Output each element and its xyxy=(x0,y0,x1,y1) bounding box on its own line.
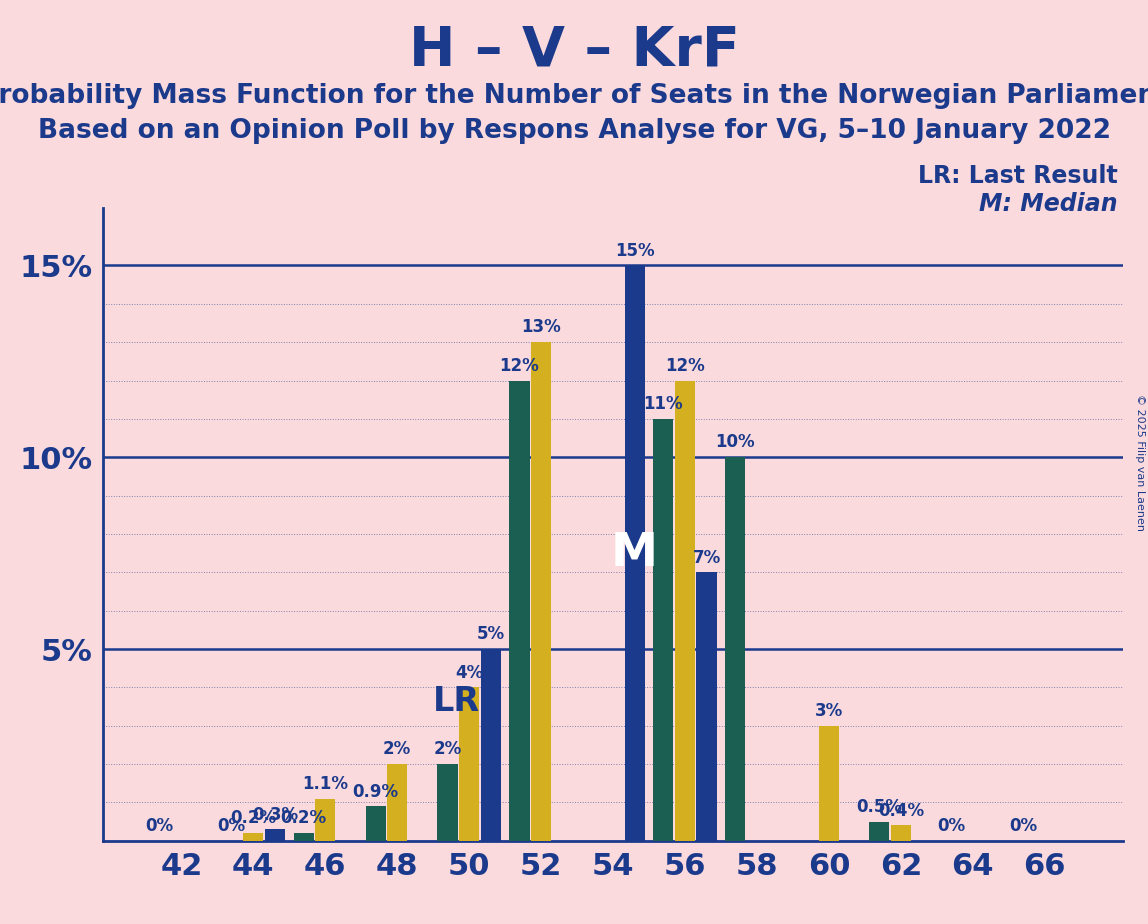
Bar xyxy=(316,798,335,841)
Text: 0%: 0% xyxy=(218,817,246,835)
Bar xyxy=(869,821,890,841)
Text: LR: Last Result: LR: Last Result xyxy=(918,164,1118,188)
Text: 11%: 11% xyxy=(644,395,683,413)
Text: 0.9%: 0.9% xyxy=(352,783,398,800)
Text: Based on an Opinion Poll by Respons Analyse for VG, 5–10 January 2022: Based on an Opinion Poll by Respons Anal… xyxy=(38,118,1110,144)
Text: 13%: 13% xyxy=(521,319,561,336)
Bar xyxy=(625,265,645,841)
Bar xyxy=(265,830,285,841)
Bar xyxy=(481,649,501,841)
Text: 0.5%: 0.5% xyxy=(856,798,902,816)
Bar xyxy=(459,687,479,841)
Text: 5%: 5% xyxy=(476,626,505,643)
Bar xyxy=(726,457,745,841)
Text: 1.1%: 1.1% xyxy=(302,775,348,793)
Bar xyxy=(437,764,458,841)
Bar xyxy=(365,807,386,841)
Text: 4%: 4% xyxy=(455,663,483,682)
Text: 0.4%: 0.4% xyxy=(878,802,924,820)
Bar xyxy=(819,725,839,841)
Text: 3%: 3% xyxy=(815,702,843,720)
Text: 2%: 2% xyxy=(383,740,411,759)
Text: 15%: 15% xyxy=(615,242,654,260)
Text: 10%: 10% xyxy=(715,433,755,452)
Bar xyxy=(387,764,408,841)
Text: Probability Mass Function for the Number of Seats in the Norwegian Parliament: Probability Mass Function for the Number… xyxy=(0,83,1148,109)
Bar xyxy=(891,825,910,841)
Text: 12%: 12% xyxy=(499,357,540,375)
Text: M: M xyxy=(611,530,658,576)
Bar xyxy=(243,833,263,841)
Bar xyxy=(697,572,716,841)
Text: © 2025 Filip van Laenen: © 2025 Filip van Laenen xyxy=(1135,394,1145,530)
Text: 2%: 2% xyxy=(434,740,461,759)
Text: 12%: 12% xyxy=(665,357,705,375)
Text: 0%: 0% xyxy=(146,817,173,835)
Bar xyxy=(653,419,674,841)
Text: 0.3%: 0.3% xyxy=(251,806,298,823)
Text: M: Median: M: Median xyxy=(979,192,1118,216)
Bar xyxy=(294,833,313,841)
Text: 0%: 0% xyxy=(937,817,965,835)
Bar xyxy=(675,381,695,841)
Text: LR: LR xyxy=(433,685,480,718)
Bar xyxy=(532,342,551,841)
Text: 7%: 7% xyxy=(692,549,721,566)
Text: 0.2%: 0.2% xyxy=(231,809,277,827)
Text: H – V – KrF: H – V – KrF xyxy=(409,23,739,77)
Text: 0%: 0% xyxy=(1009,817,1038,835)
Text: 0.2%: 0.2% xyxy=(280,809,327,827)
Bar xyxy=(510,381,529,841)
